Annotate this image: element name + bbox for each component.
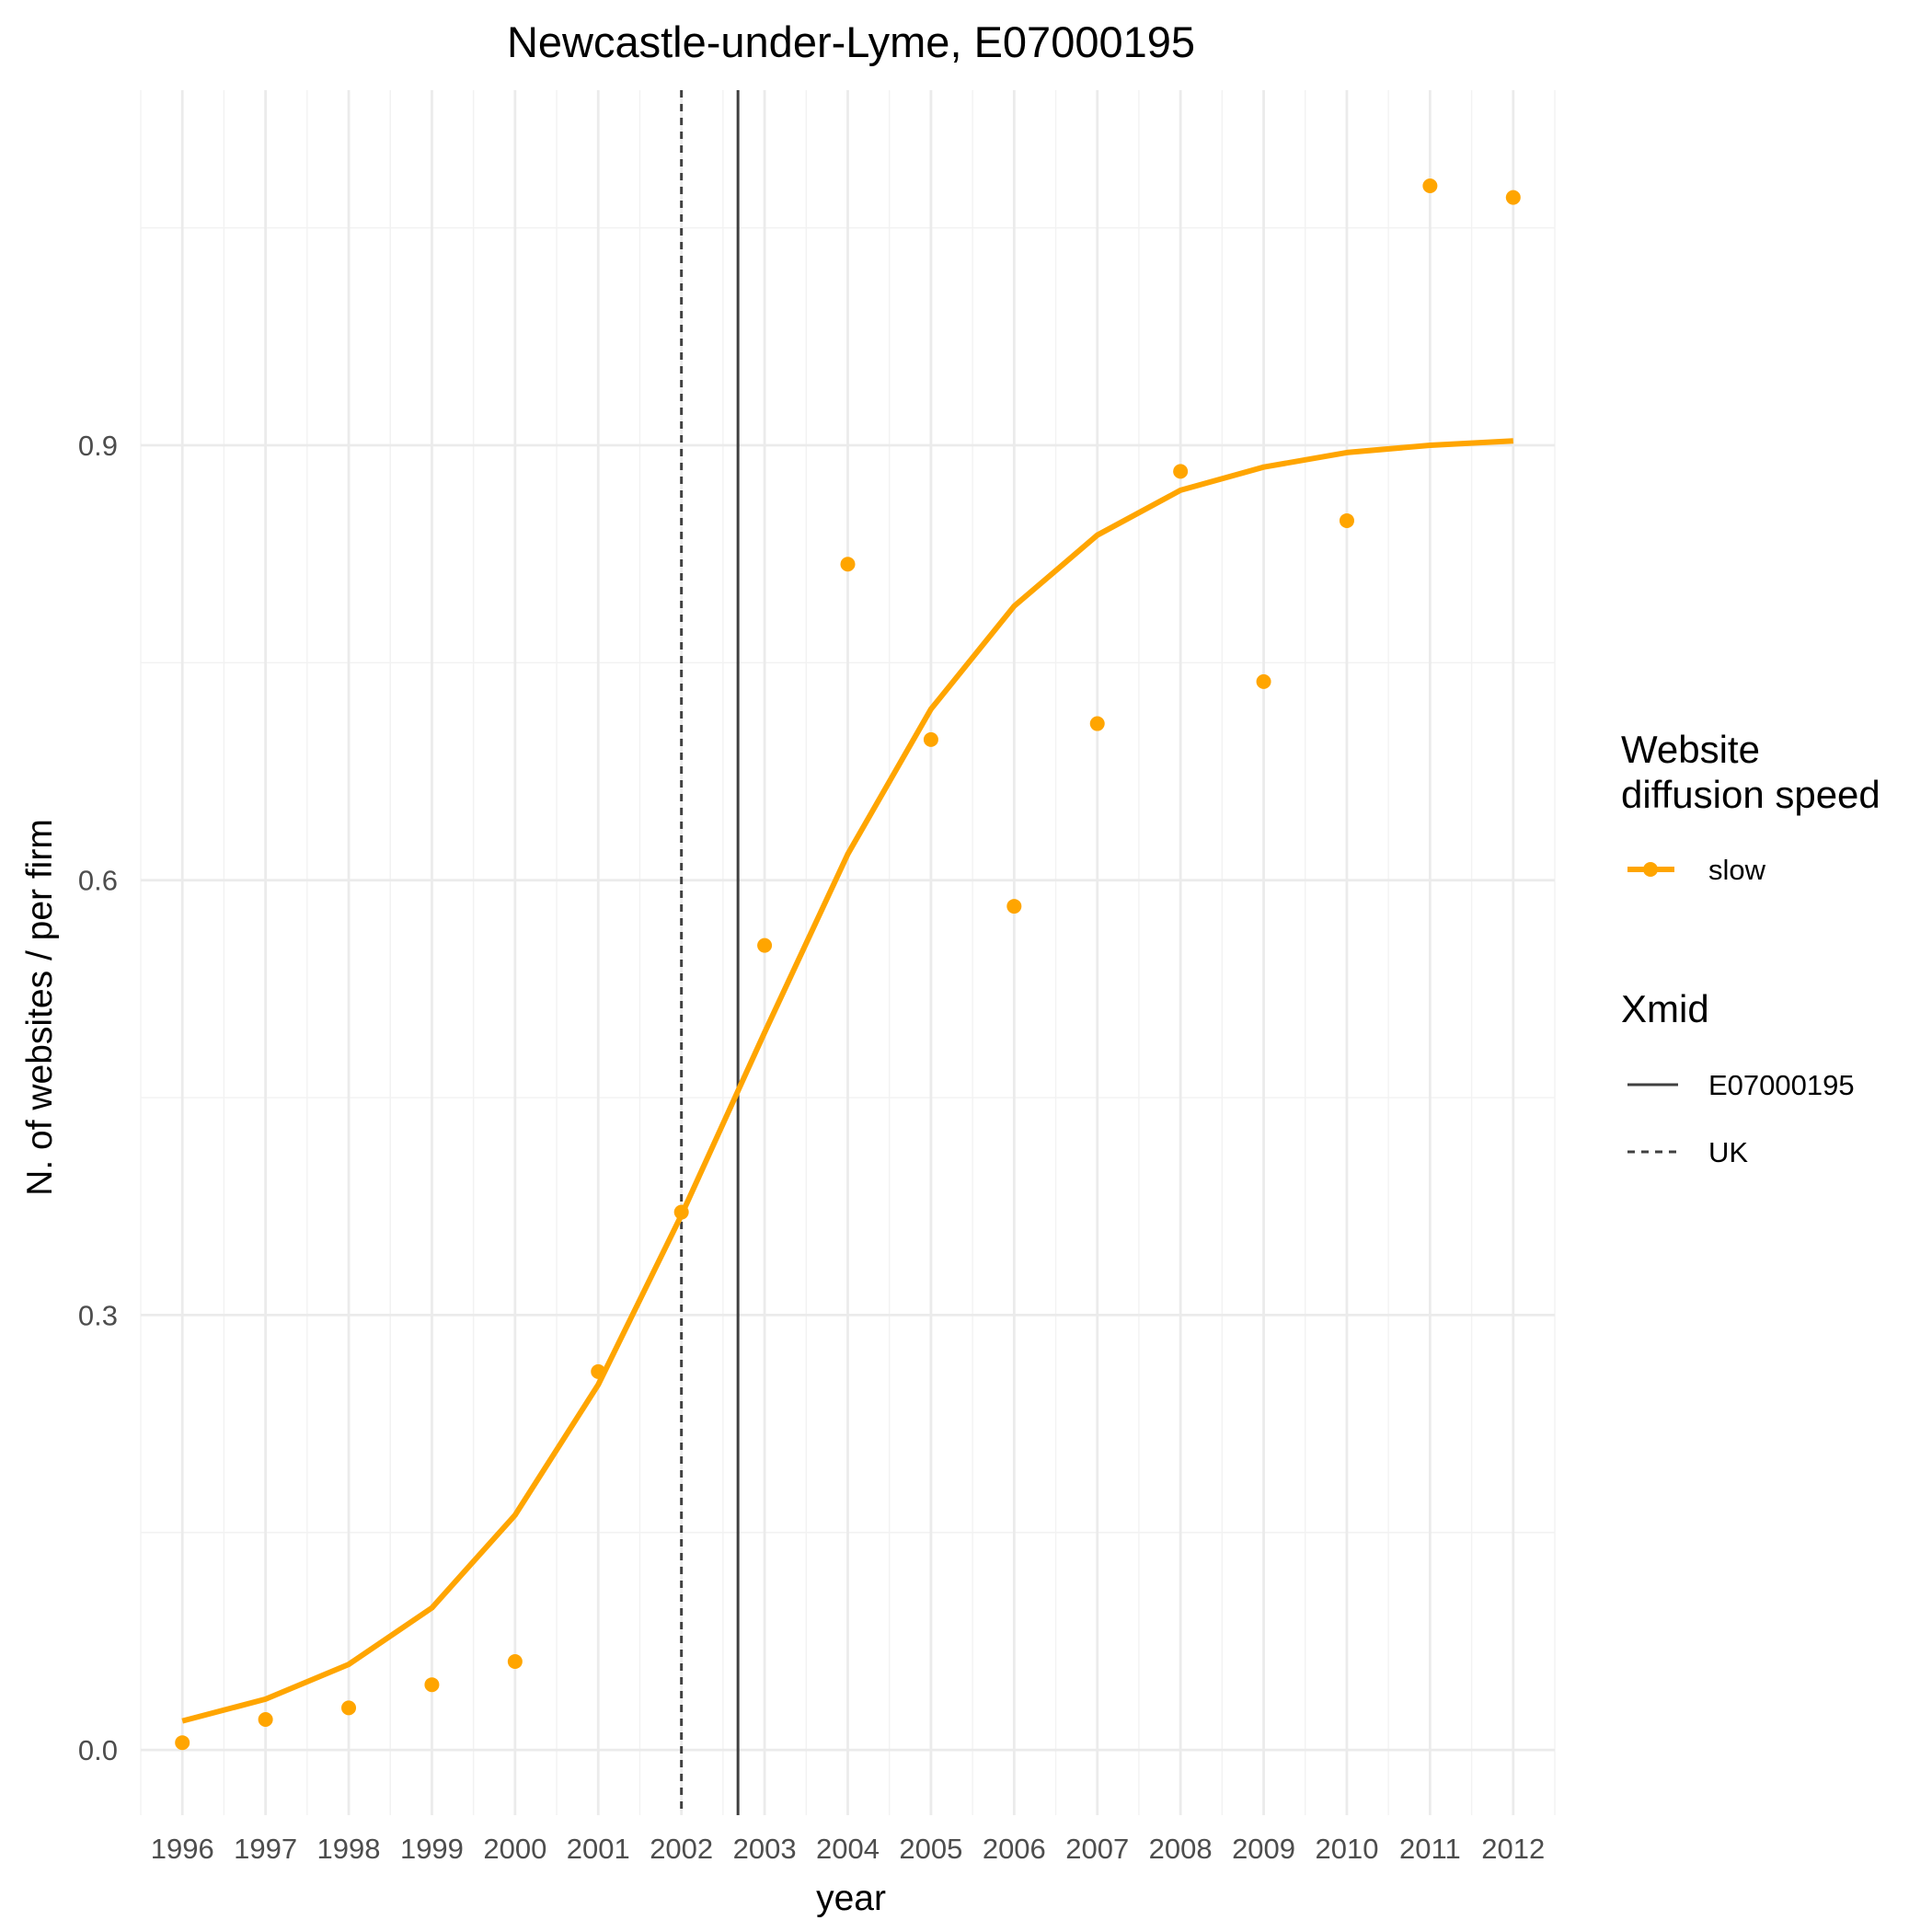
x-tick-label: 2011 xyxy=(1399,1833,1461,1865)
reference-lines xyxy=(680,90,740,1815)
x-tick-label: 2006 xyxy=(983,1833,1046,1865)
data-point xyxy=(1339,512,1354,528)
y-tick-label: 0.3 xyxy=(78,1299,118,1331)
x-tick-label: 2005 xyxy=(899,1833,962,1865)
data-point xyxy=(673,1204,689,1220)
legend-speed-title-line2: diffusion speed xyxy=(1621,773,1880,816)
legend-slow-point xyxy=(1643,862,1658,877)
y-tick-label: 0.9 xyxy=(78,430,118,462)
data-point xyxy=(923,731,938,747)
legend-slow-label: slow xyxy=(1708,854,1766,886)
x-tick-label: 2003 xyxy=(733,1833,797,1865)
legend-speed-title-line1: Website xyxy=(1621,728,1760,771)
data-point xyxy=(591,1363,606,1379)
y-tick-label: 0.6 xyxy=(78,865,118,897)
legend-uk-label: UK xyxy=(1708,1136,1748,1168)
data-point xyxy=(757,937,773,953)
y-tick-label: 0.0 xyxy=(78,1734,118,1766)
x-tick-label: 1999 xyxy=(400,1833,464,1865)
data-point xyxy=(175,1735,190,1751)
x-tick-label: 1998 xyxy=(317,1833,381,1865)
data-point xyxy=(258,1712,273,1728)
data-point xyxy=(840,557,856,572)
x-axis: 1996 1997 1998 1999 2000 2001 2002 2003 2004 2005… xyxy=(151,1833,1546,1865)
data-point xyxy=(1505,190,1521,205)
x-tick-label: 2004 xyxy=(816,1833,880,1865)
legend-xmid-title: Xmid xyxy=(1621,987,1709,1030)
data-point xyxy=(341,1700,357,1716)
x-tick-label: 2001 xyxy=(567,1833,630,1865)
x-tick-label: 2012 xyxy=(1481,1833,1545,1865)
data-point xyxy=(1006,899,1022,914)
data-point xyxy=(1089,716,1105,731)
x-tick-label: 2000 xyxy=(483,1833,546,1865)
y-axis: 0.0 0.3 0.6 0.9 xyxy=(78,430,118,1766)
fitted-curve-line xyxy=(181,438,1513,1724)
data-point xyxy=(1173,464,1189,479)
x-tick-label: 2008 xyxy=(1149,1833,1213,1865)
x-tick-label: 2010 xyxy=(1315,1833,1378,1865)
x-tick-label: 1997 xyxy=(234,1833,297,1865)
x-axis-title: year xyxy=(816,1879,886,1918)
chart-title: Newcastle-under-Lyme, E07000195 xyxy=(507,17,1195,66)
x-tick-label: 2002 xyxy=(650,1833,713,1865)
legend: Website diffusion speed slow Xmid E07000… xyxy=(1621,728,1880,1168)
data-point xyxy=(507,1653,523,1669)
data-point xyxy=(1256,673,1271,689)
grid xyxy=(140,90,1556,1815)
x-tick-label: 1996 xyxy=(151,1833,214,1865)
x-tick-label: 2007 xyxy=(1065,1833,1129,1865)
series-layer xyxy=(175,178,1521,1751)
legend-region-label: E07000195 xyxy=(1708,1069,1855,1101)
data-point xyxy=(424,1677,440,1693)
data-point xyxy=(1422,178,1438,193)
x-tick-label: 2009 xyxy=(1232,1833,1295,1865)
y-axis-title: N. of websites / per firm xyxy=(20,819,60,1196)
